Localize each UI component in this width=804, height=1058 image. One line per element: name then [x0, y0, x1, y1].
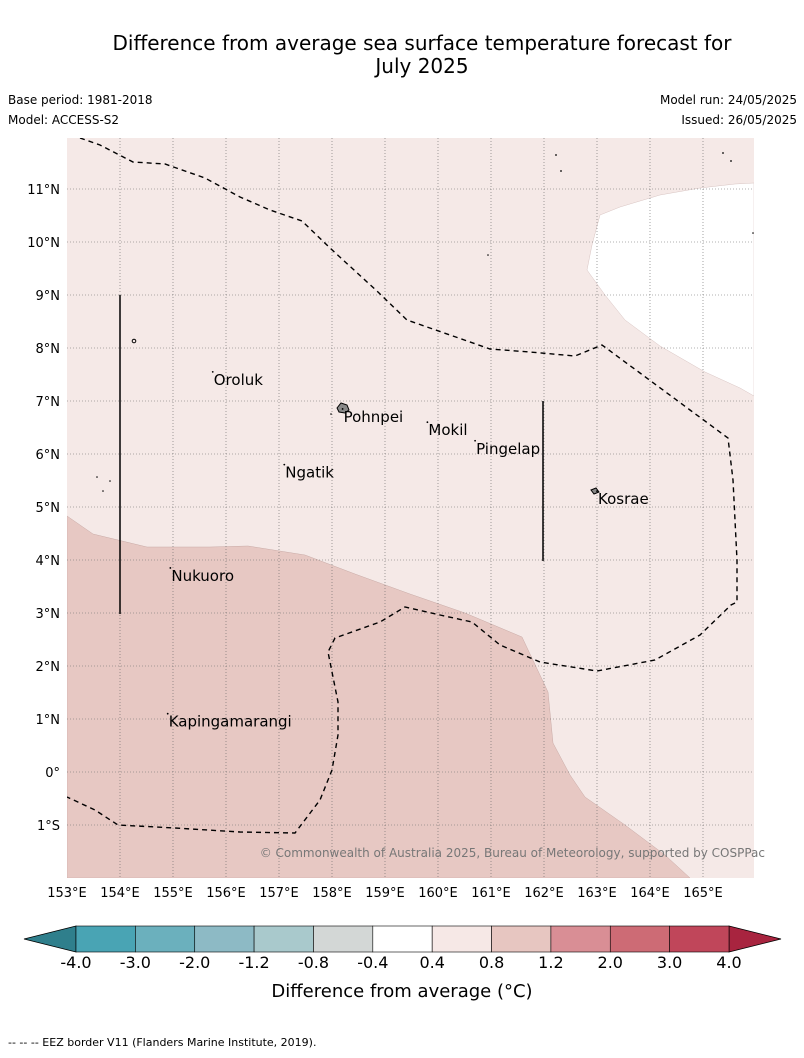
- place-marker: [169, 567, 172, 569]
- colorbar-tick-label: 4.0: [716, 953, 741, 972]
- islet: [102, 490, 104, 492]
- colorbar-tick-label: -0.8: [298, 953, 329, 972]
- place-label: Mokil: [428, 421, 467, 439]
- longitude-label: 164°E: [630, 886, 670, 901]
- latitude-label: 1°N: [36, 713, 61, 728]
- colorbar-segment: [313, 925, 374, 953]
- colorbar-tick-label: 2.0: [598, 953, 623, 972]
- model-name: Model: ACCESS-S2: [8, 113, 120, 127]
- islet: [330, 413, 332, 415]
- place-label: Ngatik: [285, 464, 334, 482]
- colorbar-under-arrow: [23, 925, 77, 953]
- place-label: Kapingamarangi: [169, 713, 292, 731]
- latitude-label: 10°N: [27, 236, 60, 251]
- longitude-label: 159°E: [365, 886, 405, 901]
- place-marker: [283, 463, 286, 466]
- islet: [96, 476, 98, 478]
- latitude-label: 1°S: [37, 819, 60, 834]
- colorbar-over-arrow: [728, 925, 782, 953]
- longitude-label: 155°E: [153, 886, 193, 901]
- colorbar-label: Difference from average (°C): [271, 981, 532, 1002]
- place-marker: [474, 439, 476, 442]
- place-marker: [341, 408, 344, 410]
- colorbar-segment: [431, 925, 492, 953]
- place-labels: Oroluk Pohnpei Mokil Pingelap Ngatik Kosrae Nu…: [166, 370, 649, 731]
- latitude-label: 3°N: [36, 607, 61, 622]
- anomaly-band-0.8-1.2: [67, 515, 691, 878]
- longitude-label: 160°E: [418, 886, 458, 901]
- colorbar-tick-label: -0.4: [357, 953, 388, 972]
- longitude-labels: 153°E 154°E 155°E 156°E 157°E 158°E 159°E 160°E…: [47, 886, 723, 901]
- colorbar-tick-label: 3.0: [657, 953, 682, 972]
- islet: [109, 480, 111, 482]
- latitude-label: 0°: [45, 766, 60, 781]
- latitude-labels: 11°N 10°N 9°N 8°N 7°N 6°N 5°N 4°N 3°N 2°N 1°N 0° 1°S: [27, 183, 60, 834]
- colorbar-tick-label: 1.2: [538, 953, 563, 972]
- colorbar-segment: [609, 925, 670, 953]
- colorbar-segment: [550, 925, 611, 953]
- colorbar-segment: [669, 925, 730, 953]
- colorbar: -4.0 -3.0 -2.0 -1.2 -0.8 -0.4 0.4 0.8 1.2 2.0 3.0 4…: [23, 925, 782, 972]
- latitude-label: 11°N: [27, 183, 60, 198]
- longitude-label: 158°E: [312, 886, 352, 901]
- base-period: Base period: 1981-2018: [8, 93, 153, 107]
- latitude-label: 8°N: [36, 342, 61, 357]
- place-label: Kosrae: [598, 490, 649, 508]
- longitude-label: 153°E: [47, 886, 87, 901]
- kosrae-island: [590, 487, 600, 495]
- place-marker: [166, 712, 169, 715]
- longitude-label: 161°E: [471, 886, 511, 901]
- anomaly-band-neutral: [586, 182, 754, 397]
- latitude-label: 6°N: [36, 448, 61, 463]
- longitude-label: 162°E: [524, 886, 564, 901]
- colorbar-segment: [491, 925, 552, 953]
- longitude-label: 157°E: [259, 886, 299, 901]
- map-area: Oroluk Pohnpei Mokil Pingelap Ngatik Kosrae Nu…: [67, 138, 754, 878]
- colorbar-tick-label: 0.4: [419, 953, 444, 972]
- colorbar-segment: [253, 925, 314, 953]
- latitude-label: 2°N: [36, 660, 61, 675]
- place-label: Pohnpei: [344, 408, 404, 426]
- place-label: Oroluk: [214, 371, 263, 389]
- place-marker: [426, 421, 429, 424]
- longitude-label: 165°E: [683, 886, 723, 901]
- colorbar-segment: [194, 925, 255, 953]
- place-marker: [596, 490, 598, 492]
- colorbar-segment: [372, 925, 433, 953]
- islet: [722, 152, 724, 154]
- islet: [131, 338, 137, 344]
- colorbar-segment: [75, 925, 136, 953]
- longitude-label: 156°E: [206, 886, 246, 901]
- pohnpei-island: [336, 402, 350, 414]
- footnote: -- -- -- EEZ border V11 (Flanders Marine…: [8, 1036, 317, 1049]
- eez-border: [67, 138, 738, 834]
- model-run: Model run: 24/05/2025: [659, 93, 797, 107]
- copyright-notice: © Commonwealth of Australia 2025, Bureau…: [260, 846, 765, 860]
- latitude-label: 9°N: [36, 289, 61, 304]
- map-title: Difference from average sea surface temp…: [40, 32, 804, 78]
- islet: [487, 254, 489, 256]
- latitude-label: 4°N: [36, 554, 61, 569]
- latitude-label: 5°N: [36, 501, 61, 516]
- colorbar-segment: [135, 925, 196, 953]
- islet: [560, 170, 562, 172]
- longitude-label: 154°E: [100, 886, 140, 901]
- colorbar-tick-label: -4.0: [60, 953, 91, 972]
- longitude-label: 163°E: [577, 886, 617, 901]
- islet: [752, 232, 754, 234]
- colorbar-tick-label: -2.0: [179, 953, 210, 972]
- issued-date: Issued: 26/05/2025: [681, 113, 797, 127]
- latitude-label: 7°N: [36, 395, 61, 410]
- title-line-2: July 2025: [375, 54, 469, 78]
- colorbar-tick-label: -1.2: [238, 953, 269, 972]
- islet: [555, 154, 557, 156]
- colorbar-tick-label: -3.0: [120, 953, 151, 972]
- place-label: Nukuoro: [171, 567, 234, 585]
- islet: [730, 160, 732, 162]
- title-line-1: Difference from average sea surface temp…: [112, 31, 732, 55]
- place-marker: [211, 370, 214, 373]
- place-label: Pingelap: [476, 440, 540, 458]
- colorbar-tick-label: 0.8: [479, 953, 504, 972]
